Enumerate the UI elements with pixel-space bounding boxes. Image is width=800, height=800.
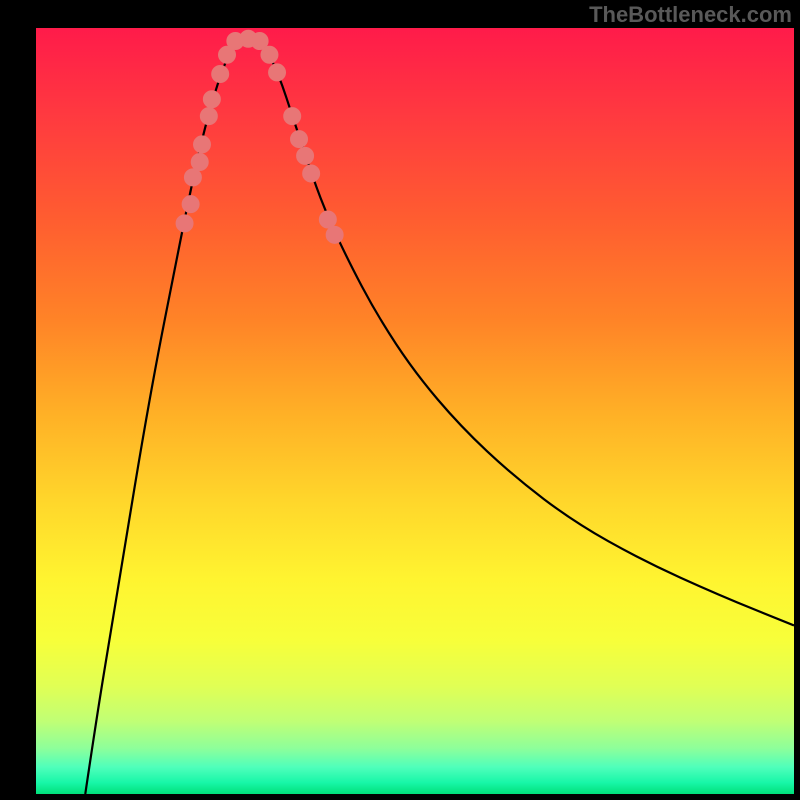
- data-marker: [291, 131, 308, 148]
- watermark-text: TheBottleneck.com: [589, 2, 792, 28]
- data-marker: [319, 211, 336, 228]
- data-marker: [203, 91, 220, 108]
- chart-canvas: TheBottleneck.com: [0, 0, 800, 800]
- data-marker: [212, 65, 229, 82]
- data-marker: [269, 64, 286, 81]
- plot-svg: [36, 28, 794, 794]
- plot-area: [36, 28, 794, 794]
- plot-background: [36, 28, 794, 794]
- data-marker: [191, 154, 208, 171]
- data-marker: [297, 147, 314, 164]
- data-marker: [303, 165, 320, 182]
- data-marker: [261, 46, 278, 63]
- data-marker: [326, 226, 343, 243]
- data-marker: [184, 169, 201, 186]
- data-marker: [200, 108, 217, 125]
- data-marker: [194, 136, 211, 153]
- data-marker: [284, 108, 301, 125]
- data-marker: [176, 215, 193, 232]
- data-marker: [182, 196, 199, 213]
